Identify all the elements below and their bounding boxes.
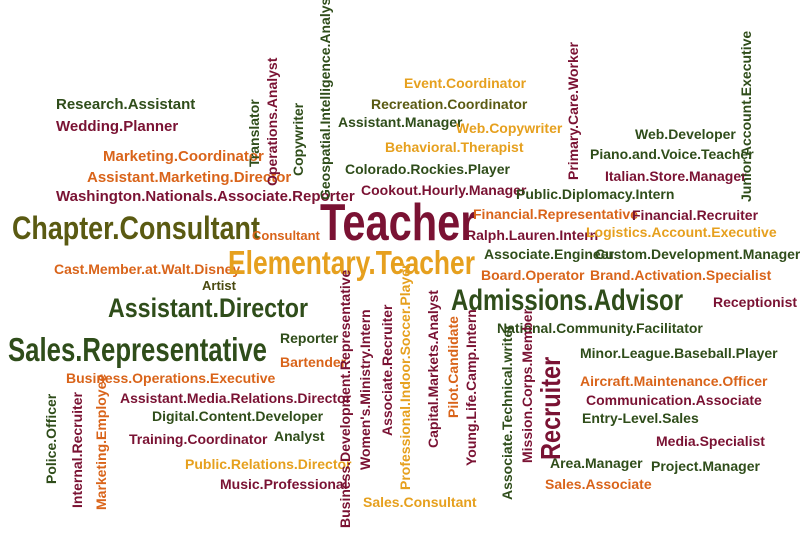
- word-consultant: Consultant: [252, 228, 320, 243]
- word-sales-representative: Sales.Representative: [8, 331, 267, 368]
- word-event-coordinator: Event.Coordinator: [404, 75, 527, 91]
- word-financial-recruiter: Financial.Recruiter: [632, 207, 759, 223]
- word-artist: Artist: [202, 278, 236, 293]
- word-junior-account-executive: Junior.Account.Executive: [738, 30, 754, 202]
- word-digital-content-developer: Digital.Content.Developer: [152, 408, 324, 424]
- word-mission-corps-member: Mission.Corps.Member: [519, 308, 535, 463]
- word-assistant-marketing-director: Assistant.Marketing.Director: [87, 169, 292, 186]
- word-cookout-hourly-manager: Cookout.Hourly.Manager: [361, 182, 527, 198]
- word-reporter: Reporter: [280, 330, 339, 346]
- word-associate-recruiter: Associate.Recruiter: [379, 304, 395, 436]
- word-chapter-consultant: Chapter.Consultant: [12, 210, 260, 246]
- word-bartender: Bartender: [280, 354, 347, 370]
- word-professional-indoor-soccer-player: Professional.Indoor.Soccer.Player: [397, 263, 413, 490]
- word-aircraft-maintenance-officer: Aircraft.Maintenance.Officer: [580, 373, 768, 389]
- word-web-developer: Web.Developer: [635, 126, 736, 142]
- word-piano-and-voice-teacher: Piano.and.Voice.Teacher: [590, 146, 754, 162]
- word-teacher: Teacher: [320, 194, 477, 252]
- word-elementary-teacher: Elementary.Teacher: [228, 244, 476, 281]
- word-web-copywriter: Web.Copywriter: [456, 120, 563, 136]
- word-assistant-media-relations-director: Assistant.Media.Relations.Director: [120, 390, 352, 406]
- word-music-professional: Music.Professional: [220, 476, 348, 492]
- word-logistics-account-executive: Logistics.Account.Executive: [586, 224, 777, 240]
- word-recruiter: Recruiter: [535, 356, 566, 460]
- word-custom-development-manager: Custom.Development.Manager: [595, 246, 800, 262]
- word-pilot-candidate: Pilot.Candidate: [445, 316, 461, 418]
- word-minor-league-baseball-player: Minor.League.Baseball.Player: [580, 345, 778, 361]
- word-marketing-employee: Marketing.Employee: [93, 373, 109, 510]
- word-womens-ministry-intern: Women's.Ministry.Intern: [357, 309, 373, 470]
- word-geospatial-intelligence-analyst: Geospatial.Intelligence.Analyst: [317, 0, 333, 200]
- word-operations-analyst: Operations.Analyst: [264, 57, 280, 186]
- word-analyst: Analyst: [274, 428, 325, 444]
- word-primary-care-worker: Primary.Care.Worker: [565, 42, 581, 180]
- word-communication-associate: Communication.Associate: [586, 392, 762, 408]
- word-marketing-coordinator: Marketing.Coordinator: [103, 148, 264, 165]
- word-public-diplomacy-intern: Public.Diplomacy.Intern: [516, 186, 675, 202]
- word-research-assistant: Research.Assistant: [56, 96, 196, 113]
- word-internal-recruiter: Internal.Recruiter: [69, 392, 85, 508]
- word-receptionist: Receptionist: [713, 294, 798, 310]
- word-training-coordinator: Training.Coordinator: [129, 431, 268, 447]
- word-wedding-planner: Wedding.Planner: [56, 118, 179, 135]
- word-associate-technical-writer: Associate.Technical.writer: [499, 324, 515, 500]
- word-sales-associate: Sales.Associate: [545, 476, 652, 492]
- word-colorado-rockies-player: Colorado.Rockies.Player: [345, 161, 510, 177]
- word-admissions-advisor: Admissions.Advisor: [451, 284, 684, 317]
- word-capital-markets-analyst: Capital.Markets.Analyst: [425, 290, 441, 448]
- word-national-community-facilitator: National.Community.Facilitator: [497, 320, 703, 336]
- word-assistant-director: Assistant.Director: [108, 293, 309, 323]
- word-assistant-manager: Assistant.Manager: [338, 114, 463, 130]
- word-behavioral-therapist: Behavioral.Therapist: [385, 139, 524, 155]
- word-young-life-camp-intern: Young.Life.Camp.Intern: [463, 309, 479, 466]
- word-entry-level-sales: Entry-Level.Sales: [582, 410, 699, 426]
- word-translator: Translator: [246, 99, 262, 167]
- word-media-specialist: Media.Specialist: [656, 433, 765, 449]
- word-sales-consultant: Sales.Consultant: [363, 494, 477, 510]
- word-business-development-representative: Business.Development.Representative: [337, 269, 353, 528]
- word-board-operator: Board.Operator: [481, 267, 585, 283]
- word-associate-engineer: Associate.Engineer: [484, 246, 614, 262]
- word-recreation-coordinator: Recreation.Coordinator: [371, 96, 528, 112]
- word-public-relations-director: Public.Relations.Director: [185, 456, 352, 472]
- word-police-officer: Police.Officer: [43, 393, 59, 484]
- word-washington-nationals-associate-reporter: Washington.Nationals.Associate.Reporter: [56, 188, 355, 205]
- word-area-manager: Area.Manager: [550, 455, 643, 471]
- word-project-manager: Project.Manager: [651, 458, 760, 474]
- word-copywriter: Copywriter: [290, 102, 306, 176]
- word-cast-member-at-walt-disney: Cast.Member.at.Walt.Disney: [54, 261, 241, 277]
- word-ralph-lauren-intern: Ralph.Lauren.Intern: [466, 227, 599, 243]
- word-italian-store-manager: Italian.Store.Manager: [605, 168, 747, 184]
- word-financial-representative: Financial.Representative: [473, 206, 638, 222]
- word-business-operations-executive: Business.Operations.Executive: [66, 370, 276, 386]
- word-brand-activation-specialist: Brand.Activation.Specialist: [590, 267, 772, 283]
